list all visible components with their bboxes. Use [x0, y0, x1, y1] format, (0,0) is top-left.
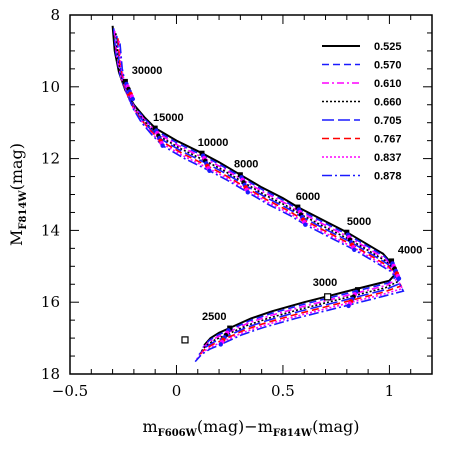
y-tick-label: 18	[41, 365, 60, 383]
temperature-label-2500: 2500	[202, 311, 226, 323]
marker-3000-0.878	[346, 303, 351, 309]
marker-8000-0.878	[245, 190, 251, 195]
marker-30000-0.878	[130, 96, 136, 102]
temperature-label-6000: 6000	[296, 191, 320, 203]
open-square-0	[181, 336, 189, 344]
y-tick-label: 14	[41, 221, 60, 239]
legend-label-0.525: 0.525	[374, 41, 402, 53]
legend-label-0.610: 0.610	[374, 78, 402, 90]
temperature-label-8000: 8000	[234, 159, 258, 171]
y-tick-label: 12	[41, 150, 60, 168]
temperature-label-3000: 3000	[313, 277, 337, 289]
y-tick-label: 16	[41, 293, 60, 311]
marker-8000-0.525	[237, 172, 243, 178]
x-tick-label: 1	[385, 382, 395, 400]
x-axis-label: mF606W(mag)−mF814W(mag)	[142, 417, 359, 439]
temperature-label-15000: 15000	[153, 112, 184, 124]
marker-10000-0.525	[199, 150, 205, 156]
marker-2500-0.525	[227, 325, 233, 331]
legend-label-0.705: 0.705	[374, 115, 402, 127]
axis-ticks	[69, 14, 433, 375]
temperature-label-30000: 30000	[132, 65, 163, 77]
legend-label-0.837: 0.837	[374, 152, 402, 164]
y-tick-label: 8	[50, 6, 60, 24]
marker-6000-0.525	[295, 204, 301, 210]
marker-4000-0.525	[389, 258, 395, 264]
y-axis-label: MF814W(mag)	[7, 143, 29, 246]
temperature-label-10000: 10000	[198, 137, 229, 149]
x-tick-label: −0.5	[52, 382, 88, 400]
marker-15000-0.525	[152, 125, 158, 131]
marker-15000-0.878	[160, 143, 165, 148]
legend: 0.525 0.570 0.610 0.660 0.705 0.767 0.837 0.878	[322, 41, 402, 183]
marker-3000-0.525	[354, 287, 360, 293]
temperature-markers: 30000 15000 10000 8000 6000 5000 4000 3000 2500	[122, 65, 422, 347]
marker-5000-0.525	[344, 229, 350, 235]
marker-2500-0.878	[218, 342, 223, 347]
open-square-1	[324, 293, 332, 301]
marker-4000-0.878	[396, 276, 402, 281]
marker-5000-0.878	[352, 247, 357, 252]
marker-30000-0.525	[122, 78, 128, 84]
legend-label-0.660: 0.660	[374, 97, 402, 109]
series-line-0.705	[116, 35, 402, 356]
legend-label-0.878: 0.878	[374, 171, 402, 183]
temperature-label-5000: 5000	[347, 216, 371, 228]
marker-6000-0.878	[303, 222, 308, 227]
temperature-label-4000: 4000	[398, 245, 422, 257]
x-tick-label: 0	[172, 382, 182, 400]
legend-label-0.570: 0.570	[374, 60, 402, 72]
x-tick-label: 0.5	[271, 382, 295, 400]
legend-label-0.767: 0.767	[374, 134, 402, 146]
marker-10000-0.878	[207, 168, 212, 174]
y-tick-label: 10	[41, 78, 60, 96]
